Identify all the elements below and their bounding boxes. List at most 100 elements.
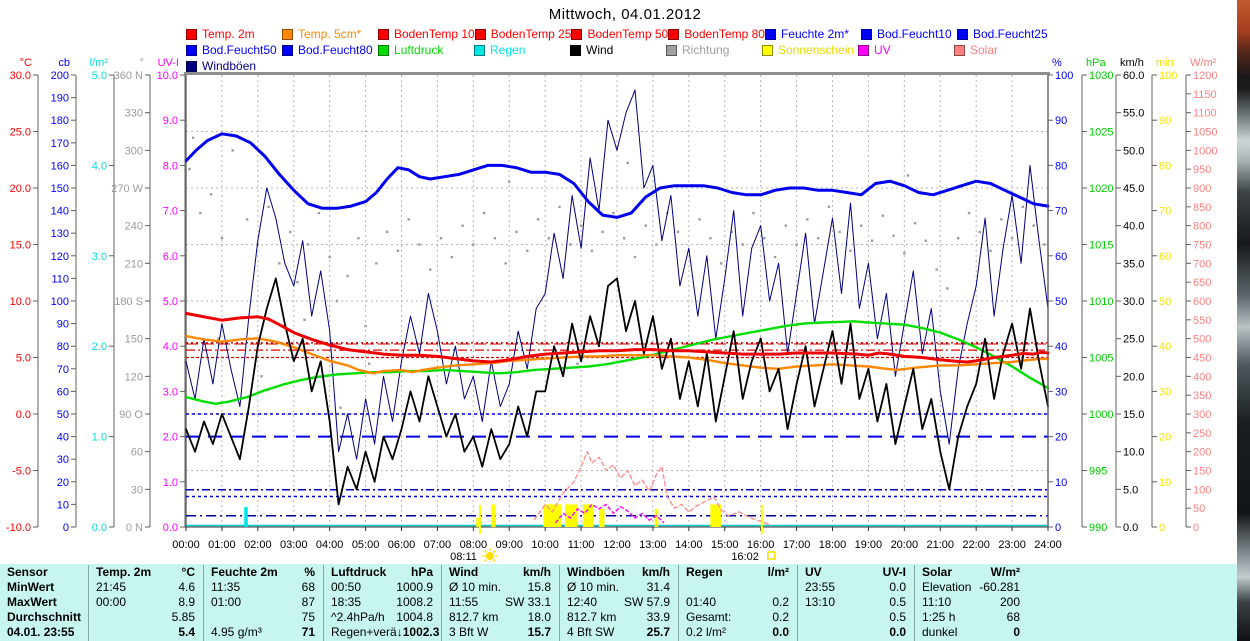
axis-label-hpa: 1015 — [1089, 240, 1113, 252]
legend-item-feuchte-2m-: Feuchte 2m* — [764, 26, 861, 42]
series-richtung — [375, 262, 378, 265]
axis-unit-dir: ° — [140, 57, 144, 69]
legend-label: Bod.Feucht10 — [876, 27, 952, 41]
axis-label-cb: 180 — [51, 115, 69, 127]
series-sonnenschein — [654, 508, 659, 527]
axis-label-temp: 20.0 — [10, 183, 31, 195]
table-row: 812.7 km 33.9 — [567, 610, 670, 624]
table-row-header: Sensor — [7, 565, 48, 579]
table-row: 11:10 200 — [922, 595, 1020, 609]
table-row: 0.2 l/m² 0.0 — [686, 625, 789, 639]
series-richtung — [759, 337, 762, 340]
legend-swatch-icon — [858, 44, 869, 56]
table-row: 3 Bft W 15.7 — [449, 625, 551, 639]
axis-label-kmh: 5.0 — [1123, 484, 1138, 496]
axis-label-wm2: 450 — [1193, 353, 1211, 365]
series-richtung — [741, 243, 744, 246]
x-axis-label: 10:00 — [531, 539, 559, 551]
axis-label-wm2: 400 — [1193, 371, 1211, 383]
series-windb-en — [185, 89, 1049, 460]
series-richtung — [558, 205, 561, 209]
series-richtung — [296, 280, 299, 284]
table-row: 00:50 1000.9 — [331, 580, 433, 594]
axis-label-dir: 60 — [131, 447, 143, 459]
axis-label-dir: 330 — [125, 108, 143, 120]
table-row: 5.85 — [171, 610, 195, 624]
axis-label-hum: 50 — [1055, 296, 1067, 308]
axis-unit-wm2: W/m² — [1190, 57, 1217, 69]
axis-label-min: 20 — [1159, 432, 1171, 444]
series-richtung — [1032, 224, 1035, 227]
series-richtung — [666, 211, 669, 215]
x-axis-label: 09:00 — [495, 539, 523, 551]
legend-label: Bod.Feucht80 — [298, 43, 373, 57]
axis-label-uv: 9.0 — [163, 115, 178, 127]
table-col-sensor: Sensor MinWert MaxWert Durchschnitt 04.01. 2… — [0, 565, 88, 641]
series-richtung — [407, 218, 410, 221]
x-axis-label: 02:00 — [244, 539, 272, 551]
series-wind — [185, 277, 1049, 506]
axis-label-rain: 1.0 — [92, 432, 107, 444]
series-richtung — [461, 224, 464, 227]
series-solar — [533, 451, 773, 526]
axis-label-kmh: 35.0 — [1123, 258, 1144, 270]
series-richtung — [482, 211, 486, 215]
table-row: 812.7 km 18.0 — [449, 610, 551, 624]
axis-label-min: 40 — [1159, 341, 1171, 353]
axis-label-dir: 150 — [125, 334, 143, 346]
table-row: 23:55 0.0 — [805, 580, 906, 594]
series-richtung — [870, 239, 874, 242]
x-axis-label: 06:00 — [388, 539, 416, 551]
axis-label-hum: 0 — [1055, 522, 1061, 534]
table-row: 13:10 0.5 — [805, 595, 906, 609]
series-richtung — [472, 243, 475, 246]
series-richtung — [806, 218, 809, 221]
sunset-icon — [767, 551, 776, 560]
legend-item-richtung: Richtung — [666, 42, 762, 58]
series-richtung — [357, 237, 360, 240]
series-richtung — [199, 211, 202, 215]
series-richtung — [191, 136, 195, 139]
x-axis-label: 22:00 — [962, 539, 990, 551]
series-richtung — [698, 218, 701, 221]
legend-swatch-icon — [282, 28, 293, 40]
legend-item-bod-feucht50: Bod.Feucht50 — [186, 42, 282, 58]
axis-label-temp: 5.0 — [16, 353, 31, 365]
series-richtung — [924, 239, 928, 242]
axis-label-kmh: 15.0 — [1123, 409, 1144, 421]
series-richtung — [687, 249, 691, 252]
axis-label-rain: 3.0 — [92, 251, 107, 263]
table-row: Feuchte 2m% — [211, 565, 315, 579]
legend-row-2: Bod.Feucht50 Bod.Feucht80 Luftdruck Regen Wi… — [186, 42, 1052, 58]
series-richtung — [508, 180, 511, 183]
axis-label-cb: 120 — [51, 251, 69, 263]
axis-label-uv: 2.0 — [163, 432, 178, 444]
series-richtung — [303, 318, 306, 322]
legend-row-1: Temp. 2m Temp. 5cm* BodenTemp 10 BodenTemp … — [186, 26, 1052, 42]
table-row: ^2.4hPa/h 1004.8 — [331, 610, 433, 624]
axis-label-cb: 140 — [51, 206, 69, 218]
table-col-feuchte-2m: Feuchte 2m% 11:35 68 01:00 87 75 4.95 g/m³ 71 — [203, 565, 323, 641]
axis-label-uv: 4.0 — [163, 341, 178, 353]
axis-label-wm2: 300 — [1193, 409, 1211, 421]
legend-item-bodentemp-25: BodenTemp 25 — [474, 26, 571, 42]
legend-swatch-icon — [666, 44, 677, 56]
series-richtung — [913, 221, 917, 225]
series-richtung — [612, 211, 615, 215]
legend-item-solar: Solar — [954, 42, 1050, 58]
axis-label-hum: 40 — [1055, 341, 1067, 353]
table-row: 0.0 — [889, 625, 906, 639]
legend-swatch-icon — [474, 28, 486, 40]
axis-label-temp: 25.0 — [10, 127, 31, 139]
series-richtung — [429, 268, 432, 271]
legend-label: Regen — [490, 43, 526, 57]
series-richtung — [504, 262, 507, 265]
axis-label-cb: 130 — [51, 228, 69, 240]
axis-label-wm2: 1050 — [1193, 127, 1217, 139]
series-luftdruck — [184, 320, 1050, 405]
table-row: 5.4 — [178, 625, 195, 639]
legend-swatch-icon — [764, 28, 776, 40]
axis-label-hum: 80 — [1055, 160, 1067, 172]
series-richtung — [849, 249, 852, 252]
